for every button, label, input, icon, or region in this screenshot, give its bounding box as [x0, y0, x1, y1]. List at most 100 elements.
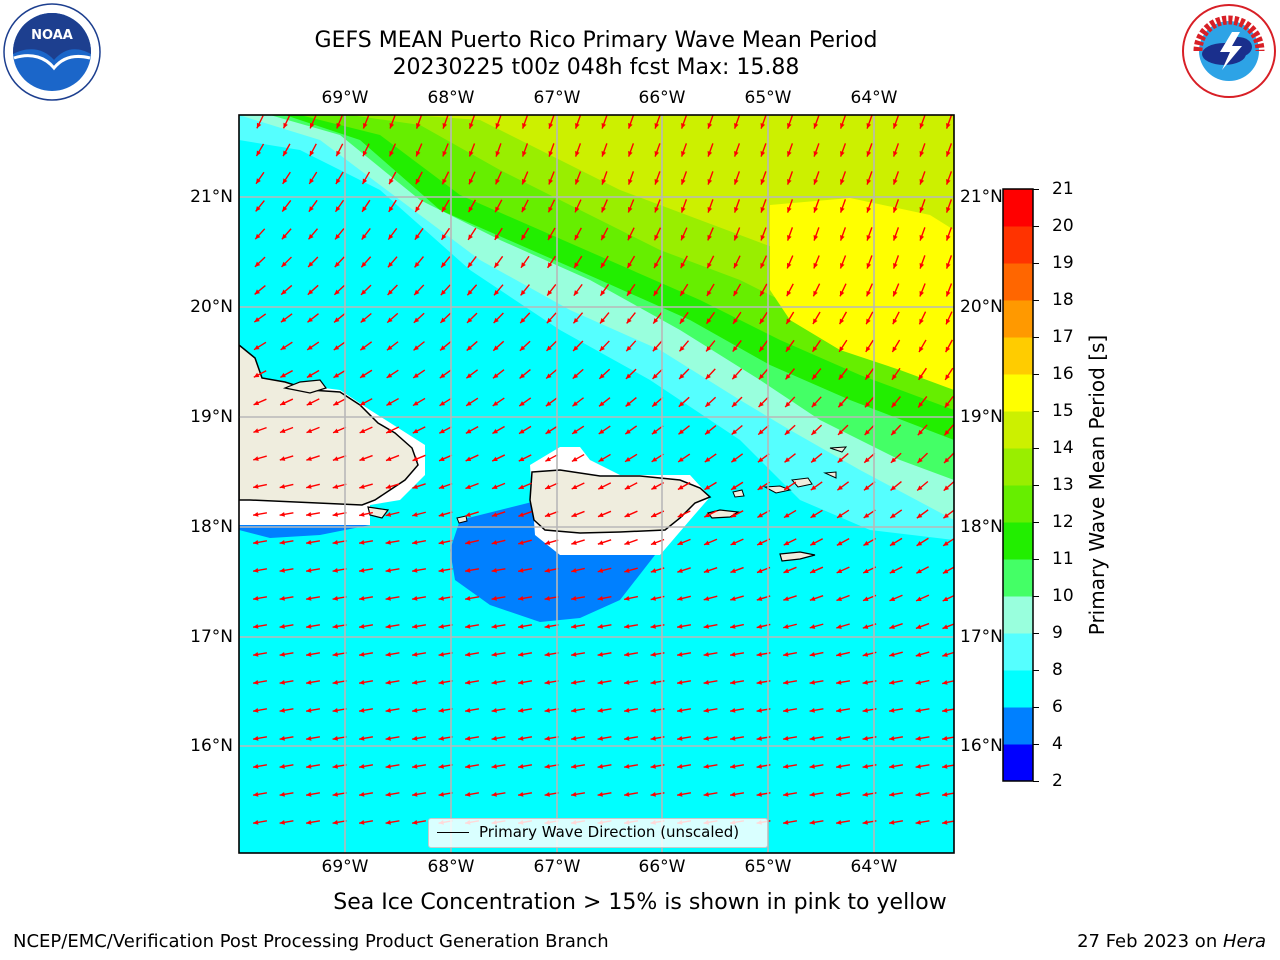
wave-direction-arrowhead: [730, 568, 736, 573]
wave-direction-arrowhead: [332, 484, 339, 489]
wave-direction-arrowhead: [491, 735, 497, 741]
wave-direction-arrowhead: [385, 763, 391, 769]
wave-direction-arrowhead: [518, 484, 525, 489]
wave-direction-arrowhead: [654, 123, 660, 129]
wave-direction-arrowhead: [893, 151, 898, 157]
wave-direction-arrowhead: [836, 819, 842, 825]
wave-direction-arrowhead: [783, 596, 789, 601]
wave-direction-arrowhead: [811, 401, 817, 408]
wave-direction-arrowhead: [571, 651, 577, 657]
wave-direction-arrowhead: [760, 262, 765, 269]
wave-direction-arrowhead: [306, 707, 312, 713]
wave-direction-arrowhead: [734, 151, 739, 157]
wave-direction-arrowhead: [734, 234, 739, 241]
lat-label-right-16n: 16°N: [960, 736, 1003, 756]
wave-direction-arrowhead: [838, 374, 844, 380]
wave-direction-arrowhead: [783, 568, 790, 573]
wave-direction-arrowhead: [494, 234, 500, 240]
wave-direction-arrowhead: [308, 261, 314, 268]
wave-direction-arrowhead: [599, 345, 605, 352]
wave-direction-arrowhead: [359, 707, 365, 713]
wave-direction-arrowhead: [784, 485, 790, 490]
wave-direction-arrowhead: [253, 595, 259, 601]
wave-direction-arrowhead: [650, 651, 656, 657]
wave-direction-arrowhead: [388, 206, 394, 212]
wave-direction-arrowhead: [571, 512, 578, 517]
wave-direction-arrowhead: [783, 791, 789, 797]
wave-direction-arrowhead: [439, 428, 445, 434]
wave-direction-arrowhead: [308, 233, 314, 240]
wave-direction-arrowhead: [677, 791, 683, 797]
wave-direction-arrowhead: [915, 791, 921, 797]
colorbar-tick-label: 13: [1052, 475, 1074, 495]
lon-label-top-69w: 69°W: [321, 88, 369, 108]
wave-direction-arrowhead: [889, 568, 896, 574]
map-title: GEFS MEAN Puerto Rico Primary Wave Mean …: [314, 28, 878, 53]
wave-direction-arrowhead: [838, 429, 844, 435]
wave-direction-arrowhead: [548, 234, 553, 241]
wave-direction-arrowhead: [493, 345, 499, 351]
wave-direction-arrowhead: [889, 652, 895, 657]
wave-direction-arrowhead: [518, 512, 524, 517]
wave-direction-arrowhead: [573, 345, 579, 351]
wave-direction-arrowhead: [385, 707, 391, 713]
st-croix-island: [779, 551, 816, 562]
wave-direction-arrowhead: [866, 318, 871, 325]
wave-direction-arrowhead: [942, 568, 949, 574]
wave-direction-arrowhead: [598, 456, 604, 462]
noaa-wordmark: NOAA: [31, 28, 73, 43]
wave-direction-arrowhead: [518, 735, 524, 741]
lon-label-bottom-67w: 67°W: [533, 857, 581, 877]
wave-direction-arrowhead: [677, 623, 683, 629]
wave-direction-arrowhead: [889, 707, 895, 713]
wave-direction-arrowhead: [757, 457, 764, 463]
wave-direction-arrowhead: [280, 400, 286, 406]
wave-direction-arrowhead: [703, 596, 710, 601]
wave-direction-arrowhead: [544, 791, 550, 797]
wave-direction-arrowhead: [654, 179, 660, 185]
wave-direction-arrowhead: [625, 457, 631, 462]
wave-direction-arrowhead: [942, 596, 949, 602]
wave-direction-arrowhead: [389, 123, 395, 129]
wave-direction-arrowhead: [733, 318, 738, 324]
wave-direction-arrowhead: [597, 596, 603, 601]
wave-direction-arrowhead: [864, 457, 870, 463]
wave-direction-arrowhead: [703, 735, 709, 741]
wave-direction-arrowhead: [810, 485, 817, 491]
wave-direction-arrowhead: [332, 707, 338, 713]
wave-direction-arrowhead: [544, 623, 550, 629]
wave-direction-arrowhead: [651, 484, 657, 490]
wave-direction-arrowhead: [732, 346, 738, 352]
wave-direction-arrowhead: [756, 679, 762, 685]
wave-direction-arrowhead: [918, 402, 924, 408]
colorbar-tick-mark: [1033, 373, 1039, 375]
wave-direction-arrowhead: [283, 122, 288, 129]
wave-direction-arrowhead: [332, 651, 338, 657]
wave-direction-arrowhead: [415, 178, 421, 185]
wave-direction-arrowhead: [810, 568, 816, 573]
wave-direction-arrowhead: [840, 179, 845, 185]
colorbar-tick-label: 8: [1052, 660, 1063, 680]
wave-direction-arrowhead: [334, 317, 340, 323]
wave-direction-arrowhead: [412, 679, 418, 685]
wave-direction-arrowhead: [571, 707, 577, 713]
colorbar-tick-label: 12: [1052, 512, 1074, 532]
wave-direction-arrowhead: [703, 679, 709, 685]
wave-direction-arrowhead: [492, 456, 498, 462]
wave-direction-arrowhead: [837, 513, 843, 518]
wave-direction-arrowhead: [862, 707, 868, 713]
wave-direction-arrowhead: [283, 150, 288, 157]
wave-direction-arrowhead: [840, 123, 845, 129]
wave-direction-arrowhead: [548, 123, 554, 129]
wave-direction-arrowhead: [572, 429, 578, 434]
wave-direction-arrowhead: [866, 263, 872, 269]
wave-direction-arrowhead: [332, 567, 338, 573]
wave-direction-arrowhead: [279, 567, 285, 573]
wave-direction-arrowhead: [518, 540, 524, 545]
wave-direction-arrowhead: [946, 235, 951, 241]
wave-direction-arrowhead: [678, 401, 685, 407]
wave-direction-arrowhead: [783, 652, 789, 657]
wave-direction-arrowhead: [519, 345, 526, 351]
wave-direction-arrowhead: [493, 289, 500, 296]
wave-direction-arrowhead: [545, 484, 551, 490]
